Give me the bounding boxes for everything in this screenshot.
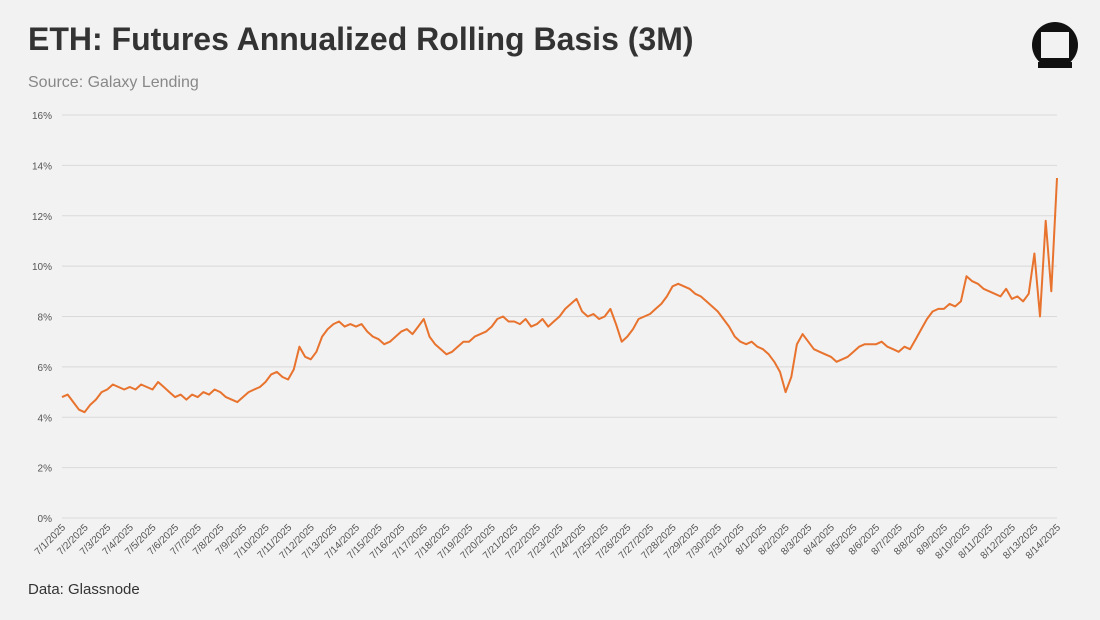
- y-tick-label: 10%: [32, 262, 52, 273]
- y-tick-label: 2%: [38, 464, 53, 475]
- y-tick-label: 6%: [38, 363, 53, 374]
- y-tick-label: 4%: [38, 413, 53, 424]
- series-line: [61, 177, 1058, 414]
- chart-title: ETH: Futures Annualized Rolling Basis (3…: [28, 21, 694, 57]
- y-tick-label: 0%: [38, 514, 53, 525]
- chart-subtitle: Source: Galaxy Lending: [28, 74, 199, 91]
- source-note: Data: Glassnode: [28, 581, 140, 598]
- y-tick-label: 8%: [38, 313, 53, 324]
- y-tick-label: 14%: [32, 161, 52, 172]
- logo: [1032, 22, 1078, 68]
- y-tick-label: 12%: [32, 212, 52, 223]
- y-tick-label: 16%: [32, 111, 52, 122]
